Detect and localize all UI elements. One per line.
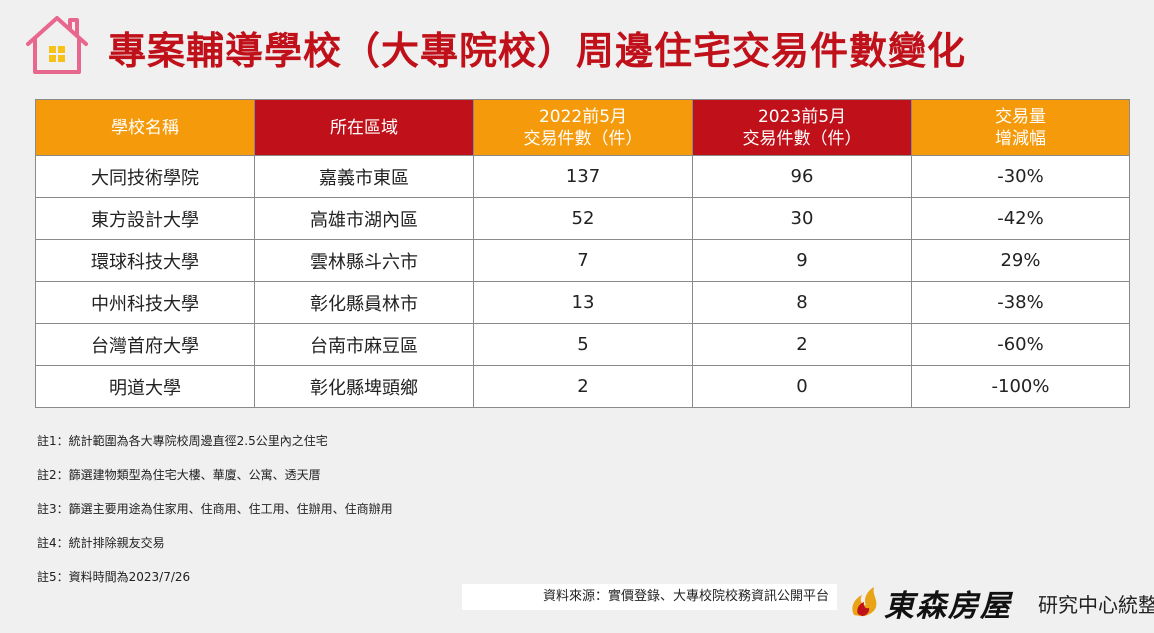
table-row: 東方設計大學 高雄市湖內區 52 30 -42% xyxy=(35,197,1130,240)
header-2023: 2023前5月 交易件數（件） xyxy=(692,99,912,156)
header-school-name: 學校名稱 xyxy=(35,99,255,156)
cell-school: 中州科技大學 xyxy=(35,281,255,324)
cell-school: 環球科技大學 xyxy=(35,239,255,282)
cell-2022: 2 xyxy=(473,365,693,408)
house-icon xyxy=(26,16,88,74)
cell-school: 明道大學 xyxy=(35,365,255,408)
cell-2022: 7 xyxy=(473,239,693,282)
cell-region: 台南市麻豆區 xyxy=(254,323,474,366)
cell-region: 彰化縣員林市 xyxy=(254,281,474,324)
cell-2023: 96 xyxy=(692,155,912,198)
cell-region: 高雄市湖內區 xyxy=(254,197,474,240)
cell-2023: 9 xyxy=(692,239,912,282)
header: 專案輔導學校（大專院校）周邊住宅交易件數變化 xyxy=(0,0,1154,92)
cell-2022: 5 xyxy=(473,323,693,366)
footnote: 註4：統計排除親友交易 xyxy=(37,536,165,550)
table-row: 大同技術學院 嘉義市東區 137 96 -30% xyxy=(35,155,1130,198)
cell-school: 大同技術學院 xyxy=(35,155,255,198)
cell-region: 雲林縣斗六市 xyxy=(254,239,474,282)
cell-change: -38% xyxy=(911,281,1130,324)
cell-change: -100% xyxy=(911,365,1130,408)
data-source: 資料來源：實價登錄、大專校院校務資訊公開平台 xyxy=(462,584,837,610)
cell-2023: 2 xyxy=(692,323,912,366)
cell-change: -60% xyxy=(911,323,1130,366)
footnotes: 註1：統計範圍為各大專院校周邊直徑2.5公里內之住宅 註2：篩選建物類型為住宅大… xyxy=(37,424,393,594)
header-2022: 2022前5月 交易件數（件） xyxy=(473,99,693,156)
company-logo: 東森房屋 研究中心統整 xyxy=(848,581,1154,624)
cell-school: 台灣首府大學 xyxy=(35,323,255,366)
cell-region: 彰化縣埤頭鄉 xyxy=(254,365,474,408)
cell-change: -30% xyxy=(911,155,1130,198)
table-row: 台灣首府大學 台南市麻豆區 5 2 -60% xyxy=(35,323,1130,366)
footnote: 註5：資料時間為2023/7/26 xyxy=(37,570,191,584)
cell-school: 東方設計大學 xyxy=(35,197,255,240)
cell-2022: 52 xyxy=(473,197,693,240)
transaction-table: 學校名稱 所在區域 2022前5月 交易件數（件） 2023前5月 交易件數（件） … xyxy=(35,99,1130,408)
footnote: 註1：統計範圍為各大專院校周邊直徑2.5公里內之住宅 xyxy=(37,434,328,448)
cell-2023: 30 xyxy=(692,197,912,240)
page-title: 專案輔導學校（大專院校）周邊住宅交易件數變化 xyxy=(108,29,967,73)
cell-region: 嘉義市東區 xyxy=(254,155,474,198)
cell-change: 29% xyxy=(911,239,1130,282)
table-row: 明道大學 彰化縣埤頭鄉 2 0 -100% xyxy=(35,365,1130,408)
cell-2023: 0 xyxy=(692,365,912,408)
cell-2023: 8 xyxy=(692,281,912,324)
cell-2022: 137 xyxy=(473,155,693,198)
cell-change: -42% xyxy=(911,197,1130,240)
logo-subtitle: 研究中心統整 xyxy=(1038,593,1154,617)
logo-name: 東森房屋 xyxy=(884,589,1012,624)
header-change: 交易量 增減幅 xyxy=(911,99,1130,156)
footnote: 註2：篩選建物類型為住宅大樓、華廈、公寓、透天厝 xyxy=(37,468,321,482)
table-row: 環球科技大學 雲林縣斗六市 7 9 29% xyxy=(35,239,1130,282)
cell-2022: 13 xyxy=(473,281,693,324)
table-header-row: 學校名稱 所在區域 2022前5月 交易件數（件） 2023前5月 交易件數（件） … xyxy=(35,99,1130,156)
flame-logo-icon xyxy=(848,585,880,617)
footnote: 註3：篩選主要用途為住家用、住商用、住工用、住辦用、住商辦用 xyxy=(37,502,393,516)
table-row: 中州科技大學 彰化縣員林市 13 8 -38% xyxy=(35,281,1130,324)
header-region: 所在區域 xyxy=(254,99,474,156)
